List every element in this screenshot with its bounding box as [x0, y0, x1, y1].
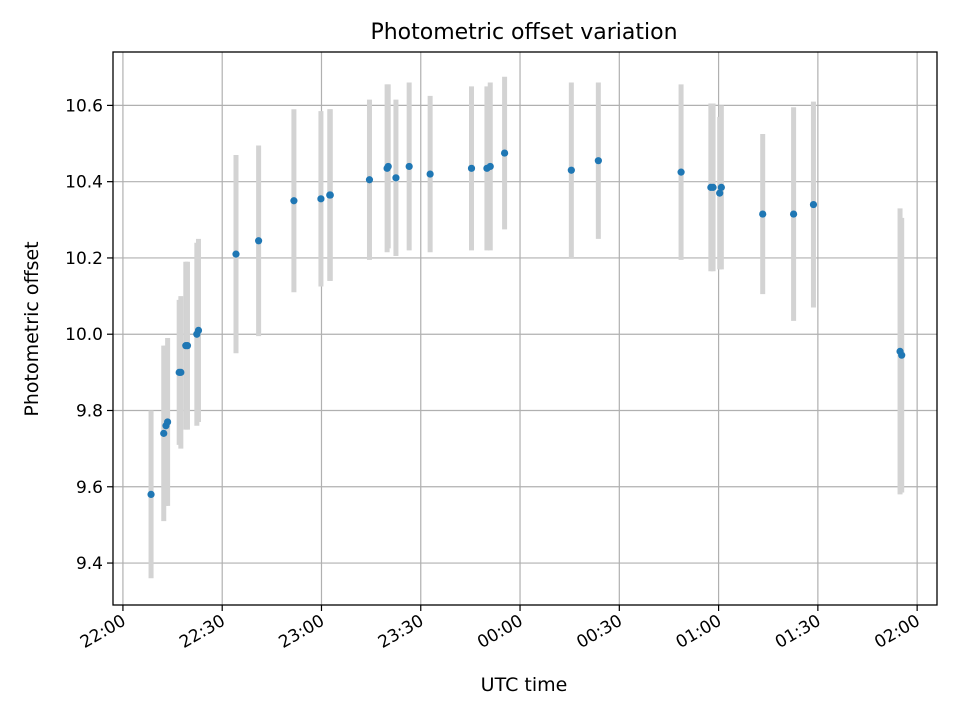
y-tick-label: 10.6	[65, 96, 103, 116]
plot-frame	[112, 51, 938, 606]
chart-title: Photometric offset variation	[370, 20, 677, 45]
y-tick-label: 10.4	[65, 173, 103, 193]
point-layer	[147, 149, 906, 498]
x-tick-label: 23:00	[276, 611, 328, 653]
x-tick-label: 22:00	[77, 611, 129, 653]
data-point	[567, 166, 575, 174]
data-point	[255, 237, 263, 245]
data-point	[789, 210, 798, 218]
x-tick-label: 02:00	[871, 611, 923, 653]
data-point	[147, 490, 155, 498]
data-point	[709, 183, 717, 191]
data-point	[405, 162, 413, 171]
data-point	[716, 189, 724, 197]
data-point	[317, 195, 325, 203]
data-point	[384, 162, 392, 171]
data-point	[677, 168, 685, 176]
data-point	[164, 418, 172, 426]
errorbar-layer	[148, 76, 905, 579]
data-point	[467, 164, 476, 172]
data-point	[183, 342, 192, 350]
x-tick-label: 22:30	[176, 611, 228, 653]
data-point	[290, 197, 298, 205]
data-point	[392, 174, 400, 182]
y-axis-label: Photometric offset	[21, 241, 43, 416]
data-point	[194, 326, 203, 335]
data-point	[426, 170, 434, 178]
data-point	[500, 149, 509, 157]
data-point	[898, 351, 906, 359]
data-point	[232, 250, 240, 258]
y-tick-label: 10.0	[65, 325, 103, 345]
data-point	[326, 191, 334, 199]
y-tick-label: 10.2	[65, 249, 103, 269]
y-tick-label: 9.4	[76, 554, 103, 574]
y-tick-label: 9.6	[76, 478, 103, 498]
data-point	[486, 162, 494, 171]
x-axis-label: UTC time	[481, 674, 568, 696]
y-tick-label: 9.8	[76, 401, 103, 421]
data-point	[365, 176, 374, 184]
data-point	[177, 368, 185, 376]
data-point	[809, 200, 818, 209]
x-tick-label: 01:00	[673, 611, 725, 653]
x-tick-label: 00:00	[474, 611, 526, 653]
data-point	[759, 210, 767, 218]
data-point	[717, 183, 725, 191]
x-tick-label: 00:30	[573, 611, 625, 653]
x-tick-label: 01:30	[772, 611, 824, 653]
x-tick-label: 23:30	[375, 611, 427, 653]
data-point	[594, 157, 602, 165]
data-point	[160, 429, 168, 437]
grid-layer	[113, 52, 937, 605]
